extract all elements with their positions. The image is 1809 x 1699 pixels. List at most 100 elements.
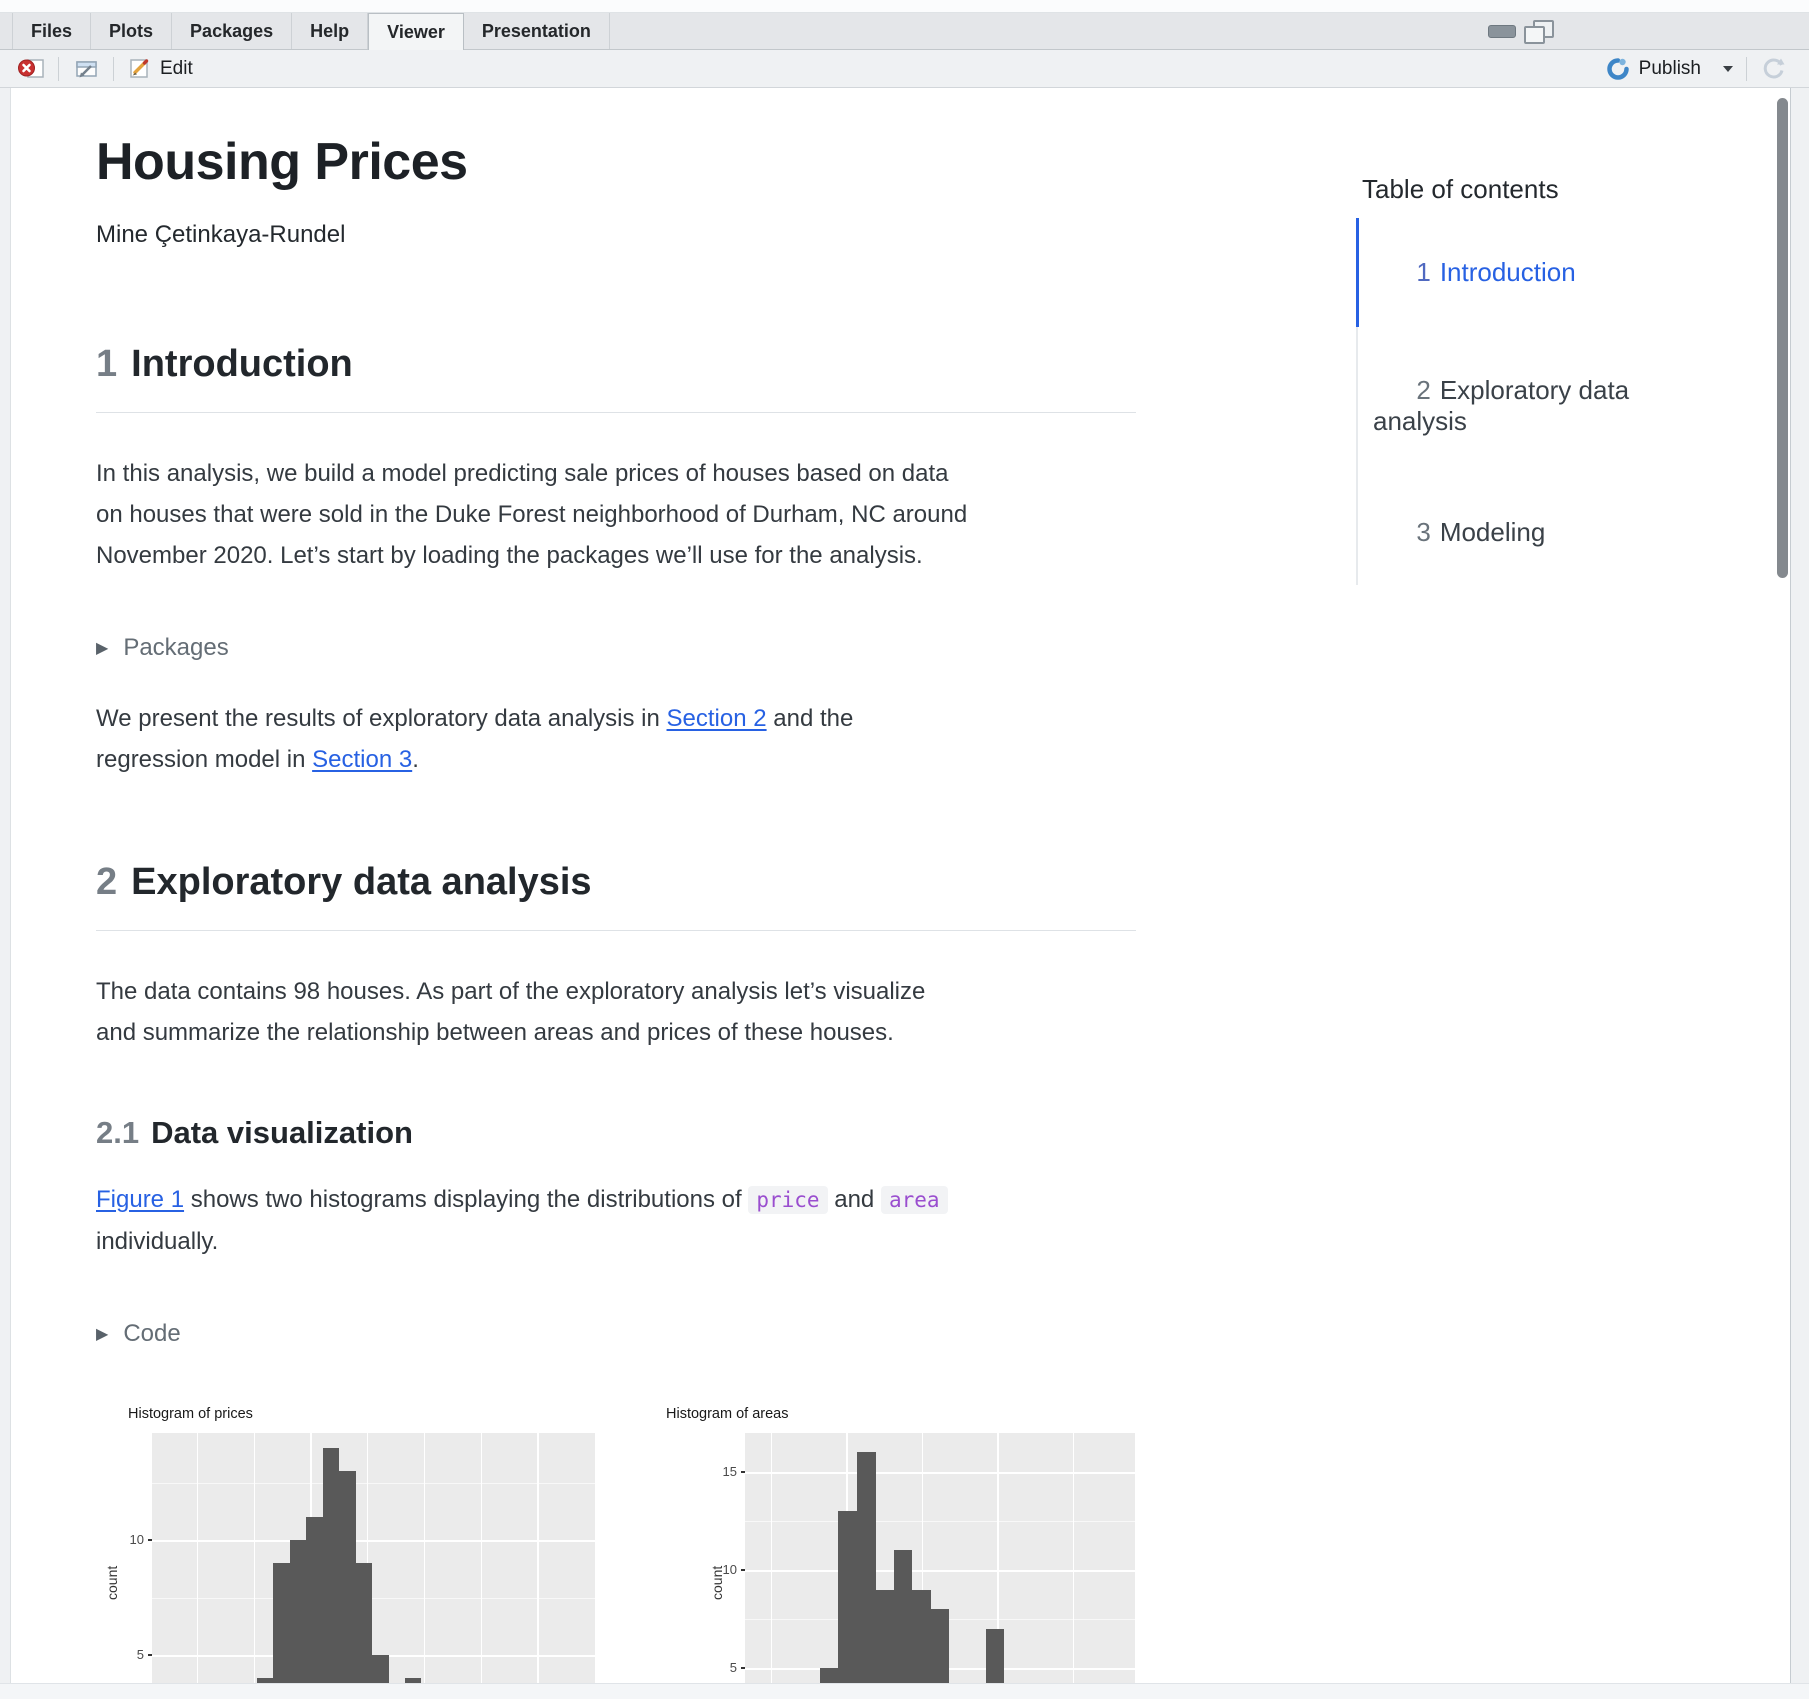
text-run: and the regression model in: [96, 705, 854, 773]
code-disclosure-label: Code: [123, 1320, 181, 1347]
gridline-vertical: [537, 1433, 539, 1683]
tab-files-label: Files: [31, 20, 73, 41]
paragraph-intro: In this analysis, we build a model predi…: [96, 460, 968, 569]
toc-item-number: 3: [1416, 517, 1431, 547]
gridline-major: [745, 1570, 1135, 1572]
toolbar-separator: [58, 56, 59, 81]
histogram-bar: [289, 1540, 307, 1683]
edit-button-label: Edit: [160, 57, 193, 79]
text-link[interactable]: Section 2: [666, 705, 767, 732]
y-axis-title: count: [104, 1565, 120, 1600]
text-run: .: [412, 746, 419, 773]
vertical-scrollbar-thumb[interactable]: [1777, 98, 1788, 578]
inline-code: price: [748, 1186, 828, 1214]
gridline-vertical: [423, 1433, 426, 1683]
tab-presentation-label: Presentation: [481, 20, 591, 41]
y-axis-title: count: [709, 1565, 725, 1600]
text-link[interactable]: Figure 1: [96, 1186, 185, 1213]
document-author: Mine Çetinkaya-Rundel: [96, 221, 346, 248]
gridline-vertical: [771, 1433, 773, 1683]
histogram-bar: [355, 1563, 373, 1683]
code-disclosure[interactable]: ▶ Code: [96, 1320, 1136, 1348]
section-heading-eda: 2 Exploratory data analysis: [96, 858, 1136, 931]
y-axis-tick: [741, 1667, 745, 1669]
tab-viewer[interactable]: Viewer: [368, 13, 464, 50]
stop-viewer-icon[interactable]: [18, 56, 45, 81]
toc-item-eda[interactable]: 2 Exploratory data analysis: [1373, 344, 1629, 468]
toc-item-number: 2: [1416, 375, 1431, 405]
tab-plots[interactable]: Plots: [91, 13, 173, 49]
y-axis-tick: [741, 1569, 745, 1571]
section-heading-text: Introduction: [131, 343, 353, 385]
gridline-vertical: [253, 1433, 256, 1683]
text-link[interactable]: Section 3: [312, 746, 413, 773]
y-axis-tick-label: 10: [129, 1532, 144, 1547]
publish-button[interactable]: Publish: [1605, 56, 1733, 82]
section-number: 2: [96, 861, 118, 903]
text-run: and: [827, 1186, 881, 1213]
publish-dropdown-caret-icon: [1723, 65, 1733, 72]
histogram-bar: [875, 1589, 895, 1683]
y-axis-tick-label: 10: [722, 1562, 737, 1577]
tab-help[interactable]: Help: [292, 13, 369, 49]
histogram-bar: [856, 1452, 876, 1683]
open-in-new-window-icon[interactable]: [72, 56, 100, 81]
toc-item-label: Introduction: [1439, 257, 1576, 287]
toc-item-introduction[interactable]: 1 Introduction: [1356, 218, 1616, 327]
figure-1-histograms: Histogram of prices 5 10 count Histogram of…: [0, 1400, 1809, 1683]
gridline-vertical: [480, 1433, 482, 1683]
section-heading-introduction: 1 Introduction: [96, 340, 1136, 413]
table-of-contents: Table of contents 1 Introduction 2 Explora…: [1356, 173, 1629, 585]
text-run: We present the results of exploratory da…: [96, 705, 667, 732]
packages-disclosure-label: Packages: [123, 634, 229, 661]
maximize-pane-icon[interactable]: [1523, 20, 1554, 44]
y-axis-tick: [148, 1539, 152, 1541]
histogram-bar: [322, 1448, 340, 1683]
plot-title: Histogram of areas: [666, 1406, 789, 1422]
histogram-bar: [912, 1589, 931, 1683]
histogram-bar: [985, 1628, 1005, 1683]
edit-button[interactable]: Edit: [127, 56, 193, 81]
text-run: shows two histograms displaying the dist…: [184, 1186, 749, 1213]
toc-item-number: 1: [1416, 257, 1431, 287]
tab-presentation[interactable]: Presentation: [464, 13, 610, 49]
histogram-bar: [273, 1563, 291, 1683]
y-axis-tick: [148, 1654, 152, 1656]
tab-files[interactable]: Files: [12, 13, 92, 49]
tab-packages[interactable]: Packages: [172, 13, 293, 49]
gridline-minor: [152, 1482, 595, 1484]
viewer-toolbar: Edit Publish: [0, 50, 1809, 88]
paragraph-eda: The data contains 98 houses. As part of …: [96, 978, 926, 1046]
toc-item-modeling[interactable]: 3 Modeling: [1373, 486, 1616, 579]
toolbar-separator: [113, 56, 114, 81]
toc-heading: Table of contents: [1362, 174, 1559, 204]
y-axis-tick-label: 5: [729, 1660, 737, 1675]
window-top-strip: [0, 0, 1809, 13]
histogram-bar: [339, 1471, 356, 1683]
section-number: 1: [96, 343, 118, 385]
pane-right-margin: [1790, 88, 1809, 1698]
tab-packages-label: Packages: [190, 20, 274, 41]
histogram-bar: [371, 1655, 389, 1683]
publish-button-label: Publish: [1638, 57, 1701, 79]
rendered-document: Housing Prices Mine Çetinkaya-Rundel 1 In…: [96, 88, 1136, 1348]
histogram-of-areas-plot: Histogram of areas 5 10 15 count: [635, 1400, 1135, 1683]
horizontal-scrollbar-track[interactable]: [0, 1683, 1809, 1699]
plot-panel: [745, 1433, 1135, 1683]
gridline-vertical: [1072, 1433, 1074, 1683]
histogram-bar: [838, 1511, 858, 1683]
subsection-heading-data-visualization: 2.1 Data visualization: [96, 1113, 1136, 1153]
pane-window-buttons: [1488, 13, 1554, 49]
pane-tab-bar: Files Plots Packages Help Viewer Present…: [0, 13, 1809, 50]
tab-viewer-label: Viewer: [387, 21, 445, 42]
toolbar-separator: [1746, 56, 1747, 81]
histogram-bar: [404, 1678, 422, 1683]
disclosure-triangle-icon: ▶: [96, 1326, 109, 1343]
minimize-pane-icon[interactable]: [1488, 24, 1516, 38]
y-axis-tick-label: 15: [722, 1464, 737, 1479]
packages-disclosure[interactable]: ▶ Packages: [96, 634, 1136, 662]
page-title: Housing Prices: [96, 133, 468, 191]
refresh-icon[interactable]: [1760, 55, 1787, 82]
section-number: 2.1: [96, 1115, 140, 1150]
gridline-minor: [152, 1597, 595, 1599]
